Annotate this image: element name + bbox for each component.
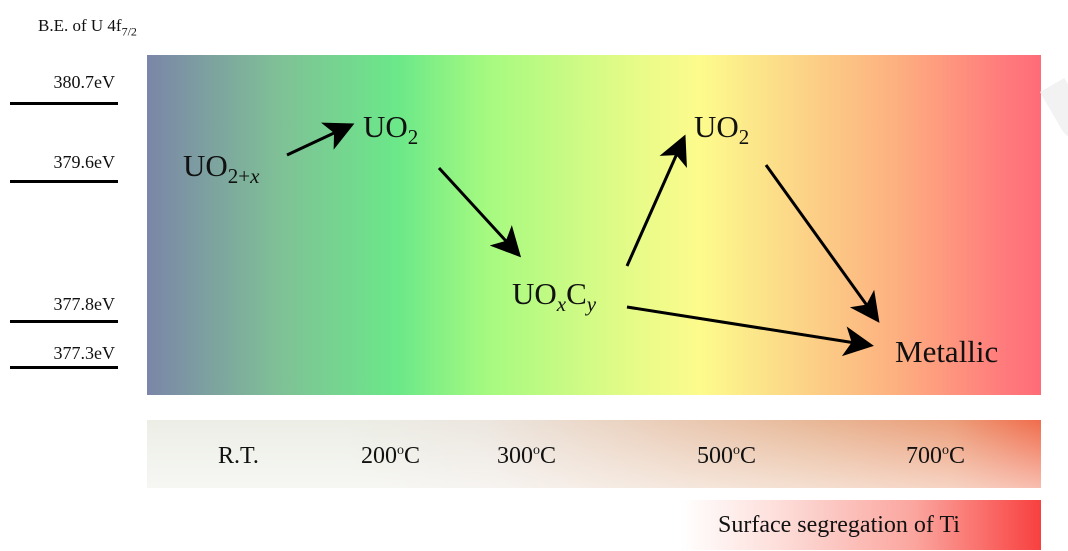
arrow-uo2-to-metallic <box>764 164 880 323</box>
temp-label-300: 300oC <box>497 443 556 470</box>
axis-title-subscript: 7/2 <box>121 24 137 39</box>
species-uoxcy-y: y <box>586 292 597 317</box>
temperature-color-band <box>147 55 1041 395</box>
energy-tick-380-7 <box>10 102 118 105</box>
species-uo2-plus-x-sub-italic: x <box>250 164 260 189</box>
species-uo2-first-sub: 2 <box>407 125 419 150</box>
species-uoxcy-x: x <box>556 292 567 317</box>
temp-700-degree: o <box>942 443 949 458</box>
temp-label-rt: R.T. <box>218 443 259 469</box>
segregation-band <box>680 500 1041 550</box>
species-uo2-plus-x: UO2+x <box>183 148 259 189</box>
energy-label-380-7: 380.7eV <box>53 72 116 92</box>
temp-label-200: 200oC <box>361 443 420 470</box>
energy-tick-377-8 <box>10 320 118 323</box>
temp-300-degree: o <box>533 443 540 458</box>
species-uoxcy: UOxCy <box>512 276 596 317</box>
species-uo2-first-base: UO <box>363 109 408 144</box>
temp-200-value: 200 <box>361 443 397 469</box>
temperature-axis-band <box>147 420 1041 488</box>
temp-200-degree: o <box>397 443 404 458</box>
species-uoxcy-uo: UO <box>512 276 557 311</box>
energy-tick-377-3 <box>10 366 118 369</box>
temp-700-unit: C <box>949 443 966 469</box>
species-uo2-second-base: UO <box>694 109 739 144</box>
temp-500-degree: o <box>733 443 740 458</box>
temp-500-value: 500 <box>697 443 733 469</box>
arrow-uo2x-to-uo2 <box>286 122 355 157</box>
species-uo2-first: UO2 <box>363 109 418 150</box>
species-uo2-second-sub: 2 <box>738 125 750 150</box>
temp-700-value: 700 <box>906 443 942 469</box>
species-uo2-plus-x-sub: 2+ <box>227 164 251 189</box>
axis-title: B.E. of U 4f7/2 <box>38 16 137 39</box>
arrow-uoxcy-to-metallic <box>626 305 874 357</box>
arrow-uoxcy-to-uo2 <box>625 134 687 267</box>
temp-200-unit: C <box>404 443 421 469</box>
species-metallic: Metallic <box>895 334 999 369</box>
segregation-label: Surface segregation of Ti <box>718 512 960 538</box>
energy-label-377-3: 377.3eV <box>53 343 116 363</box>
energy-tick-379-6 <box>10 180 118 183</box>
axis-title-main: B.E. of U 4f <box>38 16 122 35</box>
arrow-uo2-to-uoxcy <box>437 166 522 258</box>
species-uo2-second: UO2 <box>694 109 749 150</box>
temp-300-unit: C <box>540 443 557 469</box>
energy-label-379-6: 379.6eV <box>53 152 116 172</box>
temp-label-700: 700oC <box>906 443 965 470</box>
temp-label-500: 500oC <box>697 443 756 470</box>
species-uoxcy-c: C <box>566 276 587 311</box>
temp-500-unit: C <box>740 443 757 469</box>
energy-label-377-8: 377.8eV <box>53 294 116 314</box>
species-uo2-plus-x-base: UO <box>183 148 228 183</box>
temp-300-value: 300 <box>497 443 533 469</box>
